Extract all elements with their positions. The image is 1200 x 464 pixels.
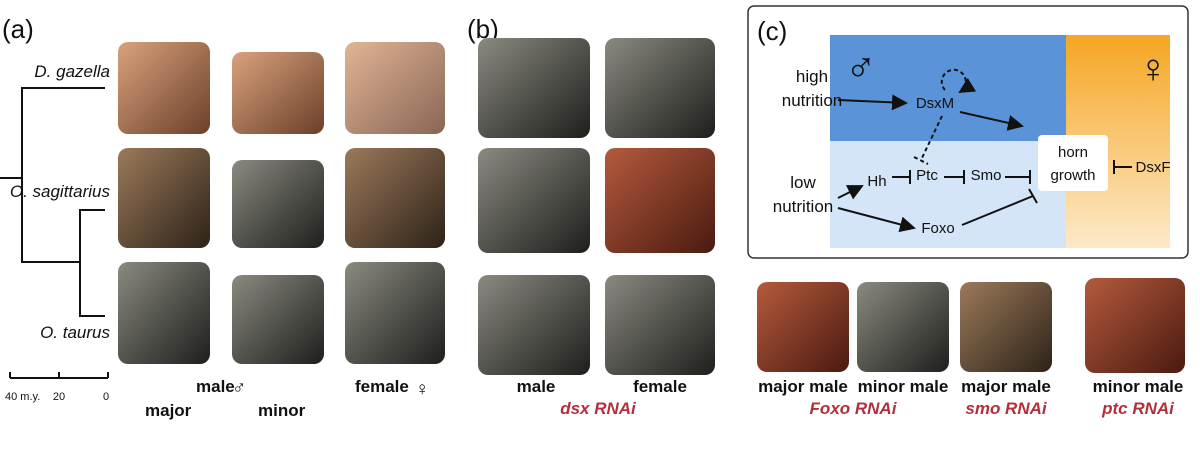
species-name: O. taurus bbox=[40, 323, 110, 342]
photo bbox=[960, 282, 1052, 372]
photo bbox=[1085, 278, 1185, 373]
scale-label: 0 bbox=[103, 391, 109, 403]
species-name: O. sagittarius bbox=[10, 182, 111, 201]
photo bbox=[118, 148, 210, 248]
node: Hh bbox=[867, 173, 886, 190]
photo bbox=[605, 148, 715, 253]
photo bbox=[605, 275, 715, 375]
node-box bbox=[1038, 135, 1108, 191]
species-name: D. gazella bbox=[34, 62, 110, 81]
photo-row bbox=[757, 278, 1185, 373]
scale-label: 20 bbox=[53, 391, 65, 403]
node: Foxo bbox=[921, 220, 954, 237]
treatment: dsx RNAi bbox=[560, 399, 637, 418]
node: high bbox=[796, 67, 828, 86]
node: Smo bbox=[971, 167, 1002, 184]
caption: major bbox=[145, 401, 192, 420]
photo bbox=[345, 42, 445, 134]
photo bbox=[478, 148, 590, 253]
low-region bbox=[830, 141, 1066, 248]
sex-symbol: ♂ bbox=[232, 378, 246, 399]
caption: male bbox=[517, 377, 556, 396]
sex-symbol: ♀ bbox=[415, 379, 429, 400]
photo bbox=[757, 282, 849, 372]
treatment: ptc RNAi bbox=[1101, 399, 1175, 418]
phylogeny bbox=[0, 87, 109, 379]
photo bbox=[118, 42, 210, 134]
scale-label: 40 m.y. bbox=[5, 391, 40, 403]
sex-symbol: ♀ bbox=[1138, 47, 1168, 91]
node: low bbox=[790, 173, 816, 192]
caption: major male bbox=[961, 377, 1051, 396]
photo bbox=[857, 282, 949, 372]
photo bbox=[605, 38, 715, 138]
photo bbox=[345, 148, 445, 248]
treatment: smo RNAi bbox=[965, 399, 1048, 418]
treatment: Foxo RNAi bbox=[810, 399, 898, 418]
panel-label: (a) bbox=[2, 14, 34, 44]
edges bbox=[837, 68, 1132, 233]
photo-grid bbox=[478, 38, 715, 375]
male-region bbox=[830, 35, 1066, 141]
node: nutrition bbox=[782, 91, 842, 110]
node: horn bbox=[1058, 144, 1088, 161]
photo bbox=[118, 262, 210, 364]
photo bbox=[478, 38, 590, 138]
caption: male bbox=[196, 377, 235, 396]
caption: minor male bbox=[858, 377, 949, 396]
node: growth bbox=[1050, 167, 1095, 184]
caption: minor bbox=[258, 401, 306, 420]
caption: female bbox=[633, 377, 687, 396]
node: DsxF bbox=[1136, 159, 1171, 176]
caption: major male bbox=[758, 377, 848, 396]
photo bbox=[232, 275, 324, 364]
photo-grid bbox=[118, 42, 445, 364]
node: Ptc bbox=[916, 167, 938, 184]
node: DsxM bbox=[916, 95, 954, 112]
panel-label: (c) bbox=[757, 16, 787, 46]
node: nutrition bbox=[773, 197, 833, 216]
photo bbox=[232, 52, 324, 134]
caption: female bbox=[355, 377, 409, 396]
photo bbox=[232, 160, 324, 248]
photo bbox=[478, 275, 590, 375]
sex-symbol: ♂ bbox=[845, 42, 877, 89]
photo bbox=[345, 262, 445, 364]
caption: minor male bbox=[1093, 377, 1184, 396]
